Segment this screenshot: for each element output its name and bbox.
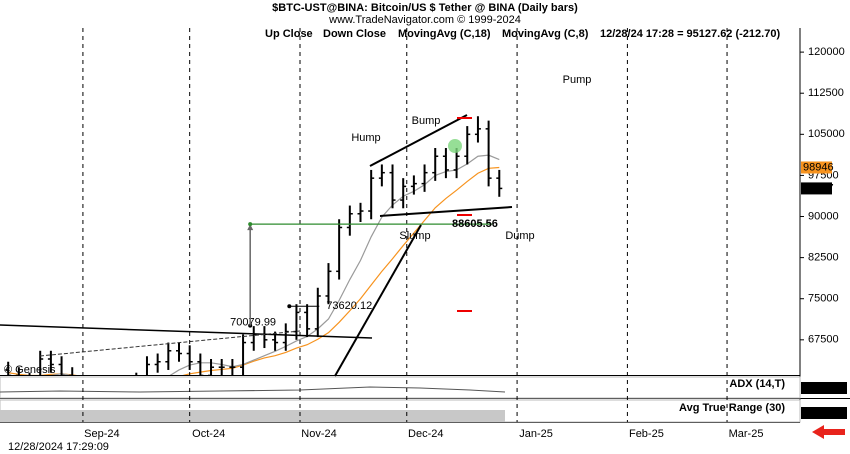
- highlight: [448, 139, 462, 153]
- price-label: 88605.56: [452, 218, 498, 230]
- indicator-name: Avg True Range (30): [679, 402, 785, 414]
- ohlc-bar: [464, 126, 471, 165]
- trend-line: [379, 206, 513, 217]
- chart-subtitle: www.TradeNavigator.com © 1999-2024: [328, 14, 521, 26]
- y-tick-label: 75000: [808, 293, 839, 305]
- ohlc-bar: [410, 175, 417, 195]
- last-quote: 12/28/24 17:28 = 95127.62 (-212.70): [600, 28, 780, 40]
- ohlc-bar: [432, 148, 439, 181]
- annotation: Bump: [412, 115, 441, 127]
- ohlc-bar: [336, 219, 343, 280]
- price-tag: [801, 161, 832, 174]
- y-tick-label: 67500: [808, 334, 839, 346]
- y-tick-label: 105000: [808, 128, 845, 140]
- trend-line: [334, 224, 422, 377]
- legend-entry: MovingAvg (C,18): [398, 28, 491, 40]
- ohlc-bar: [474, 116, 481, 143]
- x-tick-label: Sep-24: [84, 428, 119, 440]
- plot-area: [5, 116, 503, 375]
- ohlc-bar: [485, 120, 492, 187]
- ohlc-bar: [69, 367, 74, 375]
- indicator-tag: [801, 382, 847, 394]
- moving-average-line: [8, 154, 500, 375]
- ohlc-bar: [47, 350, 54, 373]
- ohlc-bar: [5, 361, 12, 375]
- x-tick-label: Feb-25: [629, 428, 664, 440]
- x-tick-label: Dec-24: [408, 428, 443, 440]
- y-tick-label: 120000: [808, 46, 845, 58]
- credit: © Genesis: [4, 364, 56, 376]
- ohlc-bar: [389, 164, 396, 209]
- annotation: Dump: [505, 230, 534, 242]
- price-label: 70079.99: [230, 317, 276, 329]
- ohlc-bar: [165, 342, 172, 370]
- ohlc-bar: [282, 323, 289, 351]
- indicator-tag: [801, 407, 847, 419]
- trend-line: [0, 324, 373, 339]
- ohlc-bar: [176, 342, 183, 362]
- ohlc-bar: [346, 205, 353, 236]
- price-tag: [801, 182, 832, 195]
- annotation: Slump: [399, 230, 430, 242]
- ohlc-bar: [15, 367, 20, 375]
- ohlc-bar: [357, 202, 364, 222]
- ohlc-bar: [378, 164, 385, 187]
- ohlc-bar: [218, 358, 225, 375]
- price-point: [248, 222, 253, 227]
- timestamp: 12/28/2024 17:29:09: [8, 441, 109, 453]
- y-tick-label: 82500: [808, 252, 839, 264]
- y-tick-label: 90000: [808, 210, 839, 222]
- indicator-value: 4106.19: [802, 407, 842, 419]
- ohlc-bar: [442, 148, 449, 179]
- legend-entry: MovingAvg (C,8): [502, 28, 589, 40]
- indicator-name: ADX (14,T): [729, 378, 785, 390]
- ohlc-bar: [304, 304, 311, 338]
- indicator-value: 25.16: [802, 382, 830, 394]
- trend-line: [369, 114, 468, 167]
- price-tag-label: 98946: [803, 161, 834, 173]
- legend-entry: Up Close: [265, 28, 313, 40]
- annotation: Pump: [563, 74, 592, 86]
- ohlc-bar: [314, 287, 321, 338]
- ohlc-bar: [145, 356, 150, 375]
- scroll-arrow[interactable]: [812, 425, 845, 439]
- ohlc-bar: [368, 169, 375, 220]
- ohlc-bar: [229, 358, 236, 375]
- ohlc-bar: [496, 169, 503, 197]
- ohlc-bar: [453, 148, 460, 179]
- ohlc-bar: [39, 350, 44, 375]
- legend-entry: Down Close: [323, 28, 386, 40]
- ohlc-bar: [400, 178, 407, 209]
- annotation: Hump: [351, 132, 380, 144]
- ohlc-bar: [197, 353, 204, 375]
- x-tick-label: Oct-24: [192, 428, 225, 440]
- ohlc-bar: [325, 263, 332, 305]
- x-tick-label: Nov-24: [301, 428, 336, 440]
- ohlc-bar: [240, 334, 247, 375]
- chart-title: $BTC-UST@BINA: Bitcoin/US $ Tether @ BIN…: [272, 2, 578, 14]
- moving-average-line: [8, 166, 500, 375]
- arrow-head: [247, 224, 254, 231]
- x-tick-label: Mar-25: [729, 428, 764, 440]
- ohlc-bar: [208, 358, 215, 375]
- ohlc-bar: [154, 353, 161, 373]
- price-label: 73620.12: [326, 300, 372, 312]
- ohlc-bar: [58, 356, 65, 375]
- atr-histogram: [0, 410, 505, 422]
- price-tag-label: 95127: [803, 182, 834, 194]
- y-tick-label: 112500: [808, 87, 844, 99]
- ohlc-bar: [421, 164, 428, 192]
- x-tick-label: Jan-25: [519, 428, 553, 440]
- price-point: [287, 304, 292, 309]
